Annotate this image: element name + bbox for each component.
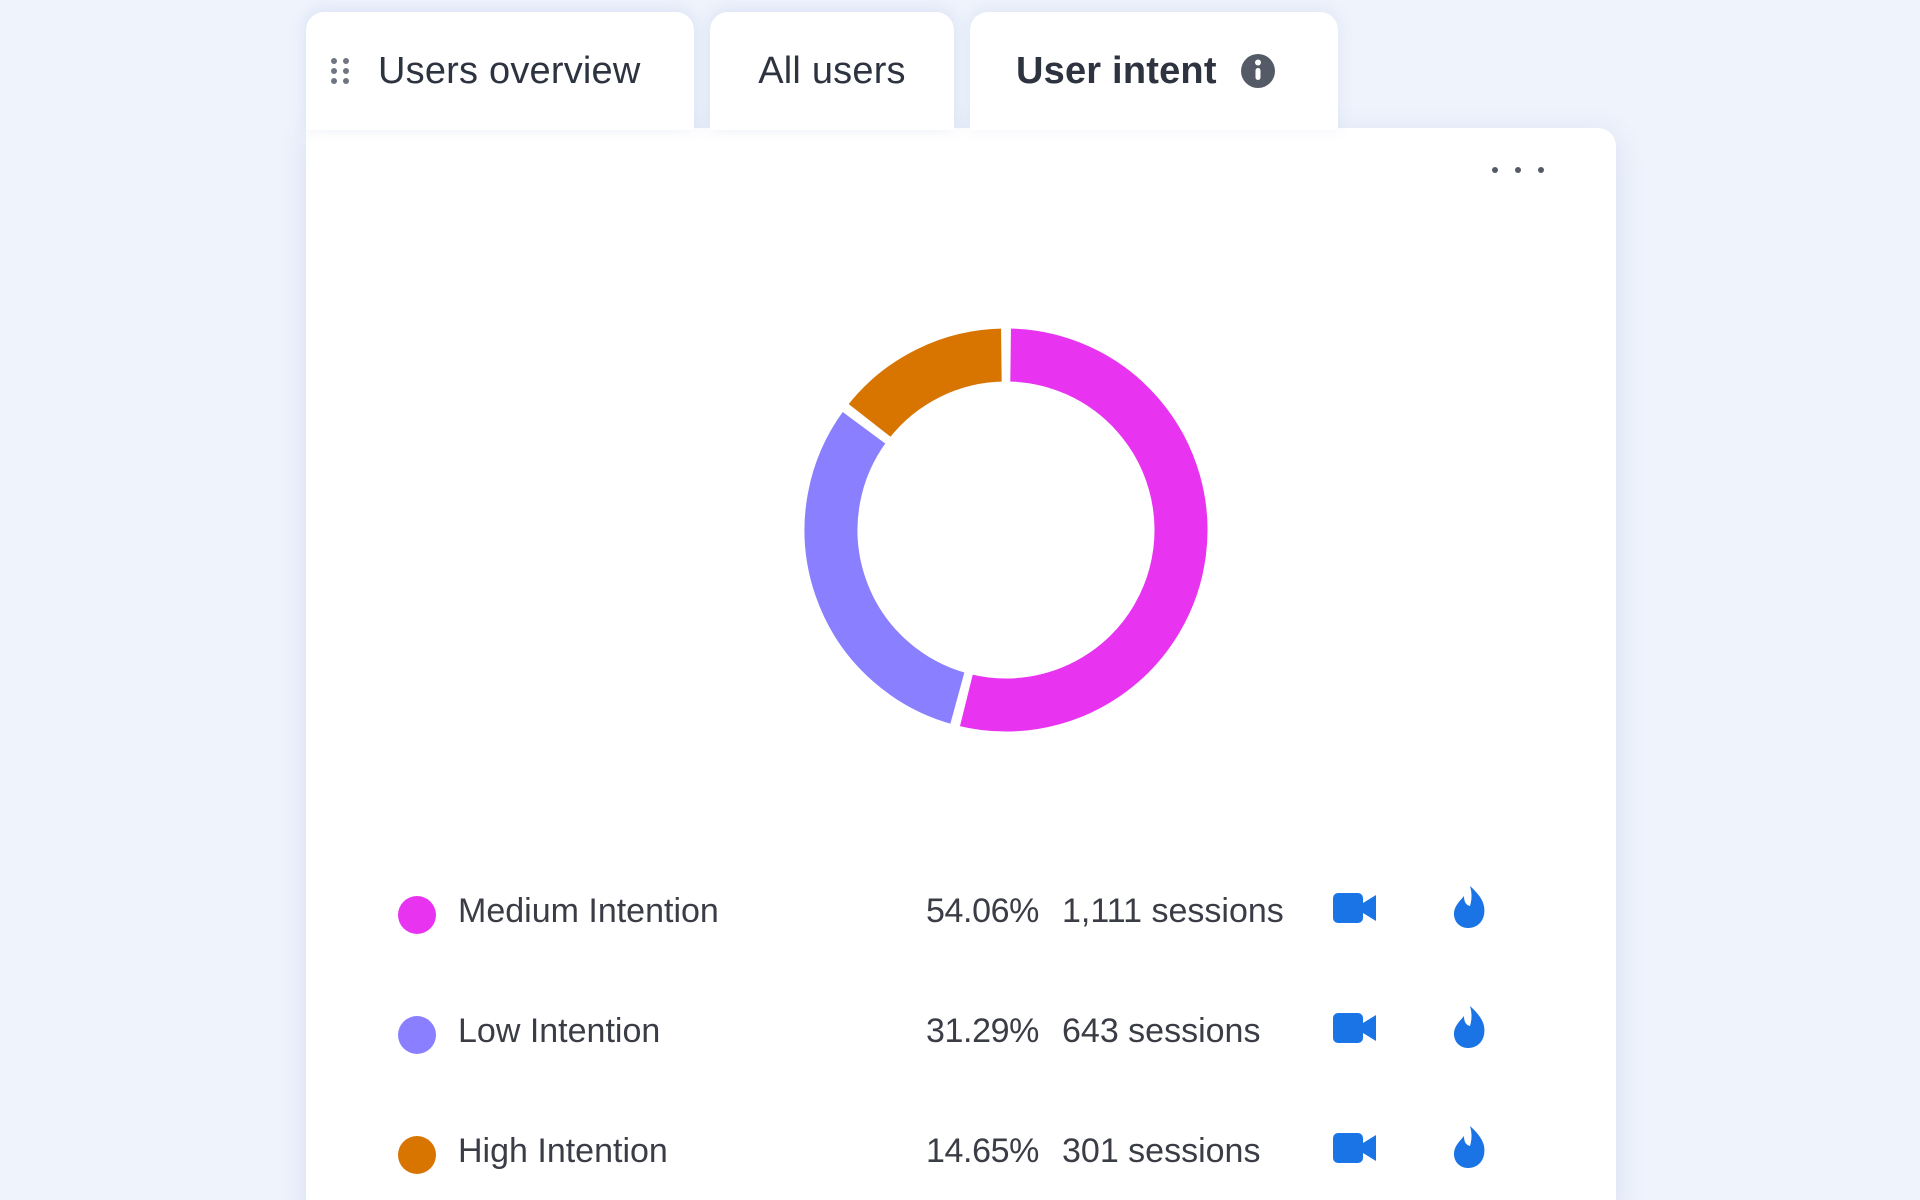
- donut-slice-low-intention[interactable]: [799, 405, 970, 730]
- low-intention-percent: 31.29%: [926, 1012, 1039, 1050]
- low-intention-label: Low Intention: [458, 1012, 661, 1050]
- heatmap-flame-icon[interactable]: [1450, 1124, 1488, 1170]
- medium-intention-color-dot: [398, 896, 436, 934]
- tab-user-intent[interactable]: User intent: [970, 12, 1338, 130]
- legend-row-medium-intention: Medium Intention 54.06% 1,111 sessions: [398, 878, 1518, 998]
- high-intention-label: High Intention: [458, 1132, 668, 1170]
- more-options-icon[interactable]: [1492, 158, 1544, 182]
- medium-intention-label: Medium Intention: [458, 892, 719, 930]
- high-intention-percent: 14.65%: [926, 1132, 1039, 1170]
- session-recording-icon[interactable]: [1332, 1010, 1378, 1046]
- session-recording-icon[interactable]: [1332, 1130, 1378, 1166]
- drag-handle-icon[interactable]: [328, 54, 352, 88]
- tab-bar: Users overview All users User intent: [306, 12, 1338, 130]
- more-options-dot-3: [1538, 167, 1544, 173]
- medium-intention-sessions: 1,111 sessions: [1062, 892, 1284, 930]
- tab-all-users-label: All users: [758, 49, 906, 92]
- legend-row-low-intention: Low Intention 31.29% 643 sessions: [398, 998, 1518, 1118]
- more-options-dot-2: [1515, 167, 1521, 173]
- intent-legend: Medium Intention 54.06% 1,111 sessions: [398, 878, 1518, 1200]
- donut-slice-high-intention[interactable]: [842, 323, 1007, 443]
- heatmap-flame-icon[interactable]: [1450, 884, 1488, 930]
- tab-users-overview-label: Users overview: [378, 49, 641, 92]
- tab-user-intent-label: User intent: [1016, 49, 1217, 92]
- low-intention-sessions: 643 sessions: [1062, 1012, 1261, 1050]
- heatmap-flame-icon[interactable]: [1450, 1004, 1488, 1050]
- more-options-dot-1: [1492, 167, 1498, 173]
- tab-users-overview[interactable]: Users overview: [306, 12, 694, 130]
- session-recording-icon[interactable]: [1332, 890, 1378, 926]
- low-intention-color-dot: [398, 1016, 436, 1054]
- user-intent-donut-chart: [799, 323, 1213, 737]
- tab-all-users[interactable]: All users: [710, 12, 954, 130]
- legend-row-high-intention: High Intention 14.65% 301 sessions: [398, 1118, 1518, 1200]
- donut-slice-medium-intention[interactable]: [954, 323, 1213, 737]
- medium-intention-percent: 54.06%: [926, 892, 1039, 930]
- high-intention-sessions: 301 sessions: [1062, 1132, 1261, 1170]
- user-intent-card: Medium Intention 54.06% 1,111 sessions: [306, 128, 1616, 1200]
- info-icon[interactable]: [1239, 52, 1277, 90]
- high-intention-color-dot: [398, 1136, 436, 1174]
